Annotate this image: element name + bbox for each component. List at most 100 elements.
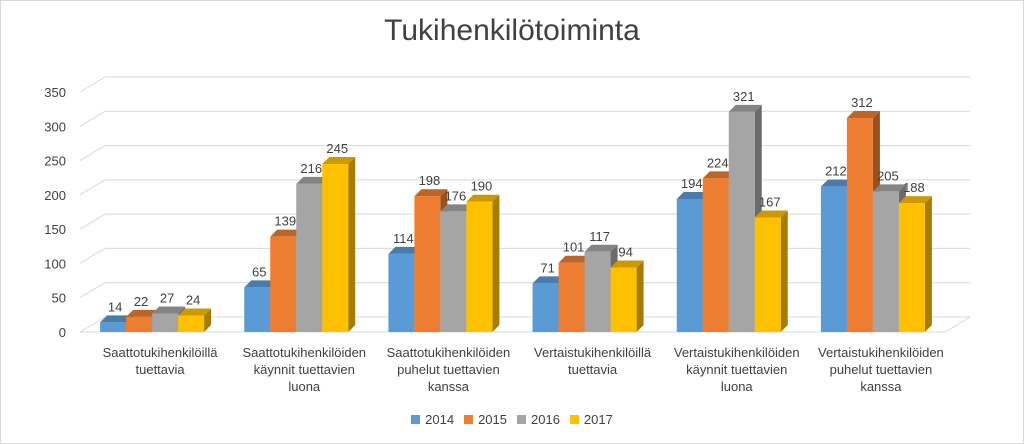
bar-2014-2	[388, 253, 415, 332]
bar-top	[754, 210, 788, 218]
bar-top	[152, 306, 186, 314]
bar-top	[532, 276, 566, 284]
data-label: 22	[134, 294, 148, 309]
bar-top	[702, 171, 736, 179]
bar-2016-0	[152, 313, 179, 332]
data-label: 176	[445, 188, 467, 203]
bar-top	[584, 244, 618, 252]
data-label: 71	[540, 260, 554, 275]
bar-top	[178, 308, 212, 316]
bar-top	[610, 260, 644, 268]
data-label: 101	[563, 240, 585, 255]
bar-2016-5	[872, 191, 899, 332]
bar-top	[100, 315, 134, 323]
gridline-side	[79, 110, 106, 127]
bar-2015-4	[702, 178, 729, 332]
data-label: 188	[903, 180, 925, 195]
data-label: 190	[471, 179, 493, 194]
bar-top	[898, 196, 932, 204]
y-tick-label: 300	[44, 119, 66, 134]
data-label: 198	[419, 173, 441, 188]
bar-2014-5	[820, 186, 847, 332]
bar-2015-0	[126, 316, 153, 332]
bar-side	[492, 194, 500, 332]
gridline-side	[79, 247, 106, 264]
x-tick-label: Saattotukihenkilöillä tuettavia	[103, 345, 219, 377]
gridline-side	[79, 179, 106, 196]
floor-edge-side	[944, 316, 971, 333]
y-tick-label: 150	[44, 222, 66, 237]
legend-item-2015: 2015	[464, 412, 507, 427]
legend-item-2016: 2016	[517, 412, 560, 427]
data-label: 94	[618, 245, 632, 260]
bar-top	[414, 189, 448, 197]
bar-top	[388, 246, 422, 254]
data-label: 194	[681, 176, 703, 191]
gridline-side	[79, 316, 106, 333]
data-label: 212	[825, 164, 847, 179]
data-label: 65	[252, 264, 266, 279]
bar-2015-3	[558, 262, 585, 332]
bar-2015-5	[846, 118, 873, 332]
data-label: 139	[274, 214, 296, 229]
data-label: 114	[393, 231, 414, 246]
gridline-side	[79, 145, 106, 162]
y-tick-label: 200	[44, 188, 66, 203]
data-label: 167	[759, 194, 781, 209]
bar-side	[204, 308, 212, 332]
data-label: 216	[300, 161, 322, 176]
bar-2016-3	[584, 251, 611, 332]
data-label: 24	[186, 293, 200, 308]
data-label: 205	[877, 168, 899, 183]
bar-2015-1	[270, 236, 297, 332]
bar-2015-2	[414, 196, 441, 332]
bar-top	[872, 184, 906, 192]
bar-2017-4	[754, 217, 781, 332]
x-tick-label: Saattotukihenkilöiden käynnit tuettavien l…	[242, 345, 366, 394]
legend-label: 2016	[531, 412, 560, 427]
y-tick-label: 0	[59, 325, 66, 340]
bar-2017-2	[466, 201, 493, 332]
bar-2016-4	[728, 111, 755, 332]
bar-side	[924, 196, 932, 332]
gridline-side	[79, 213, 106, 230]
legend-swatch	[411, 415, 421, 424]
data-label: 117	[589, 229, 610, 244]
legend-swatch	[569, 415, 579, 424]
chart-legend: 2014 2015 2016 2017	[0, 412, 1024, 427]
bar-2017-3	[610, 267, 637, 332]
bar-2016-2	[440, 211, 467, 332]
y-tick-label: 250	[44, 154, 66, 169]
gridline-side	[79, 282, 106, 299]
legend-label: 2014	[425, 412, 455, 427]
bar-2016-1	[296, 183, 323, 332]
bar-top	[466, 194, 500, 202]
bar-top	[322, 157, 356, 164]
data-label: 14	[108, 299, 122, 314]
bar-2014-0	[100, 322, 127, 332]
gridline-side	[79, 76, 106, 93]
x-tick-label: Vertaistukihenkilöillä tuettavia	[534, 345, 652, 377]
chart-title: Tukihenkilötoiminta	[384, 14, 640, 47]
data-label: 321	[733, 89, 755, 104]
y-tick-label: 50	[52, 291, 66, 306]
bar-2017-0	[178, 315, 205, 332]
y-tick-label: 350	[44, 85, 66, 100]
bar-2017-5	[898, 203, 925, 332]
bar-2014-3	[532, 283, 559, 332]
bar-side	[780, 210, 788, 332]
bar-top	[728, 104, 762, 112]
x-tick-label: Vertaistukihenkilöiden puhelut tuettavien…	[818, 345, 944, 394]
legend-item-2017: 2017	[569, 412, 613, 427]
bar-top	[244, 280, 278, 288]
y-tick-label: 100	[44, 256, 66, 271]
bar-top	[296, 176, 330, 184]
data-label: 312	[851, 95, 873, 110]
data-label: 245	[326, 141, 348, 156]
bar-2017-1	[322, 164, 349, 332]
legend-swatch	[464, 415, 474, 424]
bar-side	[348, 157, 356, 332]
bar-top	[846, 111, 880, 119]
data-label: 27	[160, 290, 174, 305]
